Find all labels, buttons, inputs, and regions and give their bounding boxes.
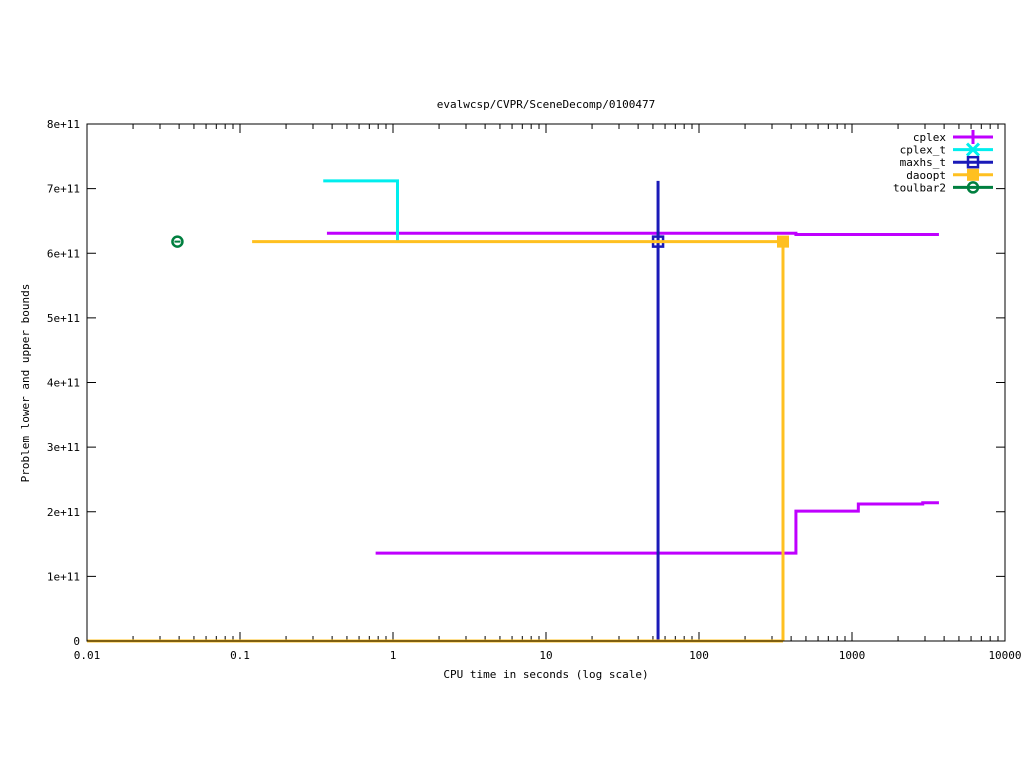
plot-frame xyxy=(86,123,1006,642)
x-tick-label: 10 xyxy=(539,649,552,662)
legend-label: daoopt xyxy=(906,169,946,182)
legend-marker xyxy=(966,155,980,169)
x-tick-label: 10000 xyxy=(988,649,1021,662)
daoopt-line xyxy=(252,240,785,641)
x-tick-label: 100 xyxy=(689,649,709,662)
y-axis-label: Problem lower and upper bounds xyxy=(19,284,32,483)
legend-marker xyxy=(966,181,980,194)
y-tick-label: 1e+11 xyxy=(47,570,80,583)
chart-title: evalwcsp/CVPR/SceneDecomp/0100477 xyxy=(437,98,656,111)
cplex-line xyxy=(326,231,939,237)
legend-label: cplex xyxy=(913,131,946,144)
y-tick-label: 4e+11 xyxy=(47,377,80,390)
cplex-line xyxy=(375,501,939,555)
series-daoopt xyxy=(87,235,789,643)
x-tick-label: 1 xyxy=(390,649,397,662)
x-tick-label: 0.1 xyxy=(230,649,250,662)
y-tick-label: 5e+11 xyxy=(47,312,80,325)
series-cplex xyxy=(326,231,939,555)
y-tick-label: 3e+11 xyxy=(47,441,80,454)
legend-marker xyxy=(966,130,980,144)
series-toulbar2 xyxy=(171,235,184,248)
x-tick-label: 0.01 xyxy=(74,649,101,662)
toulbar2-marker xyxy=(171,235,184,248)
x-axis-label: CPU time in seconds (log scale) xyxy=(443,668,648,681)
legend-label: cplex_t xyxy=(900,144,946,157)
y-tick-label: 6e+11 xyxy=(47,247,80,260)
legend-label: toulbar2 xyxy=(893,181,946,194)
y-tick-label: 8e+11 xyxy=(47,118,80,131)
y-tick-label: 2e+11 xyxy=(47,506,80,519)
legend-label: maxhs_t xyxy=(900,156,946,169)
daoopt-marker xyxy=(776,235,789,248)
series-maxhs_t xyxy=(651,180,665,641)
legend-marker xyxy=(965,142,981,157)
y-tick-label: 0 xyxy=(73,635,80,648)
series-cplex_t xyxy=(323,179,399,241)
x-tick-label: 1000 xyxy=(839,649,866,662)
y-tick-label: 7e+11 xyxy=(47,183,80,196)
cplex_t-line xyxy=(323,179,399,241)
legend-marker xyxy=(967,168,979,181)
